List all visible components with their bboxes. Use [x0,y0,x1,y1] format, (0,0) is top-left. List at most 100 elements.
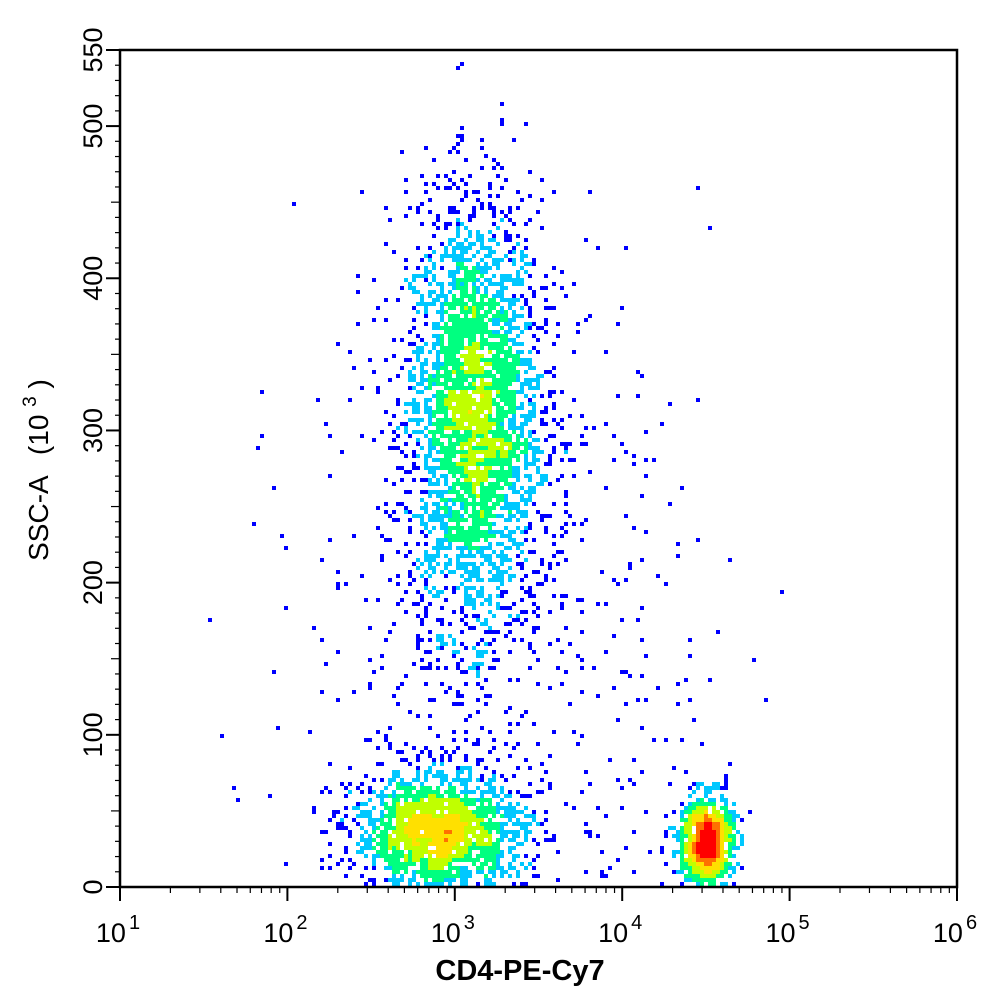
event-dot [452,146,456,150]
event-dot [392,838,396,842]
event-dot [432,794,436,798]
event-dot [276,726,280,730]
event-dot [540,410,544,414]
event-dot [492,794,496,798]
event-dot [500,774,504,778]
event-dot [500,466,504,470]
event-dot [396,870,400,874]
event-dot [460,790,464,794]
event-dot [616,778,620,782]
event-dot [464,646,468,650]
event-dot [424,310,428,314]
event-dot [700,842,704,846]
event-dot [508,482,512,486]
event-dot [444,566,448,570]
event-dot [468,334,472,338]
event-dot [424,866,428,870]
event-dot [496,530,500,534]
event-dot [412,306,416,310]
event-dot [388,878,392,882]
event-dot [440,306,444,310]
event-dot [420,782,424,786]
event-dot [484,486,488,490]
event-dot [696,822,700,826]
event-dot [464,602,468,606]
event-dot [700,830,704,834]
event-dot [420,294,424,298]
event-dot [504,590,508,594]
event-dot [504,462,508,466]
event-dot [488,882,492,886]
event-dot [412,402,416,406]
event-dot [432,798,436,802]
event-dot [420,362,424,366]
event-dot [420,822,424,826]
event-dot [696,838,700,842]
event-dot [436,638,440,642]
event-dot [456,382,460,386]
event-dot [552,542,556,546]
event-dot [496,394,500,398]
event-dot [700,854,704,858]
event-dot [404,782,408,786]
event-dot [488,450,492,454]
event-dot [528,498,532,502]
event-dot [456,818,460,822]
event-dot [360,782,364,786]
event-dot [508,606,512,610]
event-dot [444,298,448,302]
event-dot [520,362,524,366]
event-dot [728,558,732,562]
event-dot [448,542,452,546]
event-dot [492,738,496,742]
event-dot [460,694,464,698]
event-dot [508,250,512,254]
event-dot [456,430,460,434]
event-dot [708,874,712,878]
event-dot [528,386,532,390]
event-dot [460,330,464,334]
event-dot [436,218,440,222]
event-dot [424,190,428,194]
event-dot [516,278,520,282]
event-dot [708,866,712,870]
event-dot [408,286,412,290]
event-dot [460,346,464,350]
event-dot [392,794,396,798]
event-dot [476,370,480,374]
event-dot [540,518,544,522]
event-dot [388,514,392,518]
event-dot [500,370,504,374]
event-dot [572,350,576,354]
event-dot [496,322,500,326]
event-dot [448,534,452,538]
event-dot [372,830,376,834]
event-dot [508,238,512,242]
event-dot [460,326,464,330]
event-dot [500,290,504,294]
event-dot [520,486,524,490]
event-dot [516,234,520,238]
event-dot [324,830,328,834]
event-dot [480,314,484,318]
event-dot [500,558,504,562]
event-dot [424,386,428,390]
event-dot [464,850,468,854]
event-dot [704,834,708,838]
event-dot [396,518,400,522]
event-dot [428,766,432,770]
event-dot [532,458,536,462]
event-dot [468,270,472,274]
event-dot [480,602,484,606]
event-dot [528,474,532,478]
event-dot [452,778,456,782]
event-dot [492,354,496,358]
event-dot [500,786,504,790]
event-dot [428,270,432,274]
event-dot [348,858,352,862]
event-dot [468,294,472,298]
event-dot [508,354,512,358]
event-dot [488,482,492,486]
event-dot [508,366,512,370]
event-dot [476,826,480,830]
